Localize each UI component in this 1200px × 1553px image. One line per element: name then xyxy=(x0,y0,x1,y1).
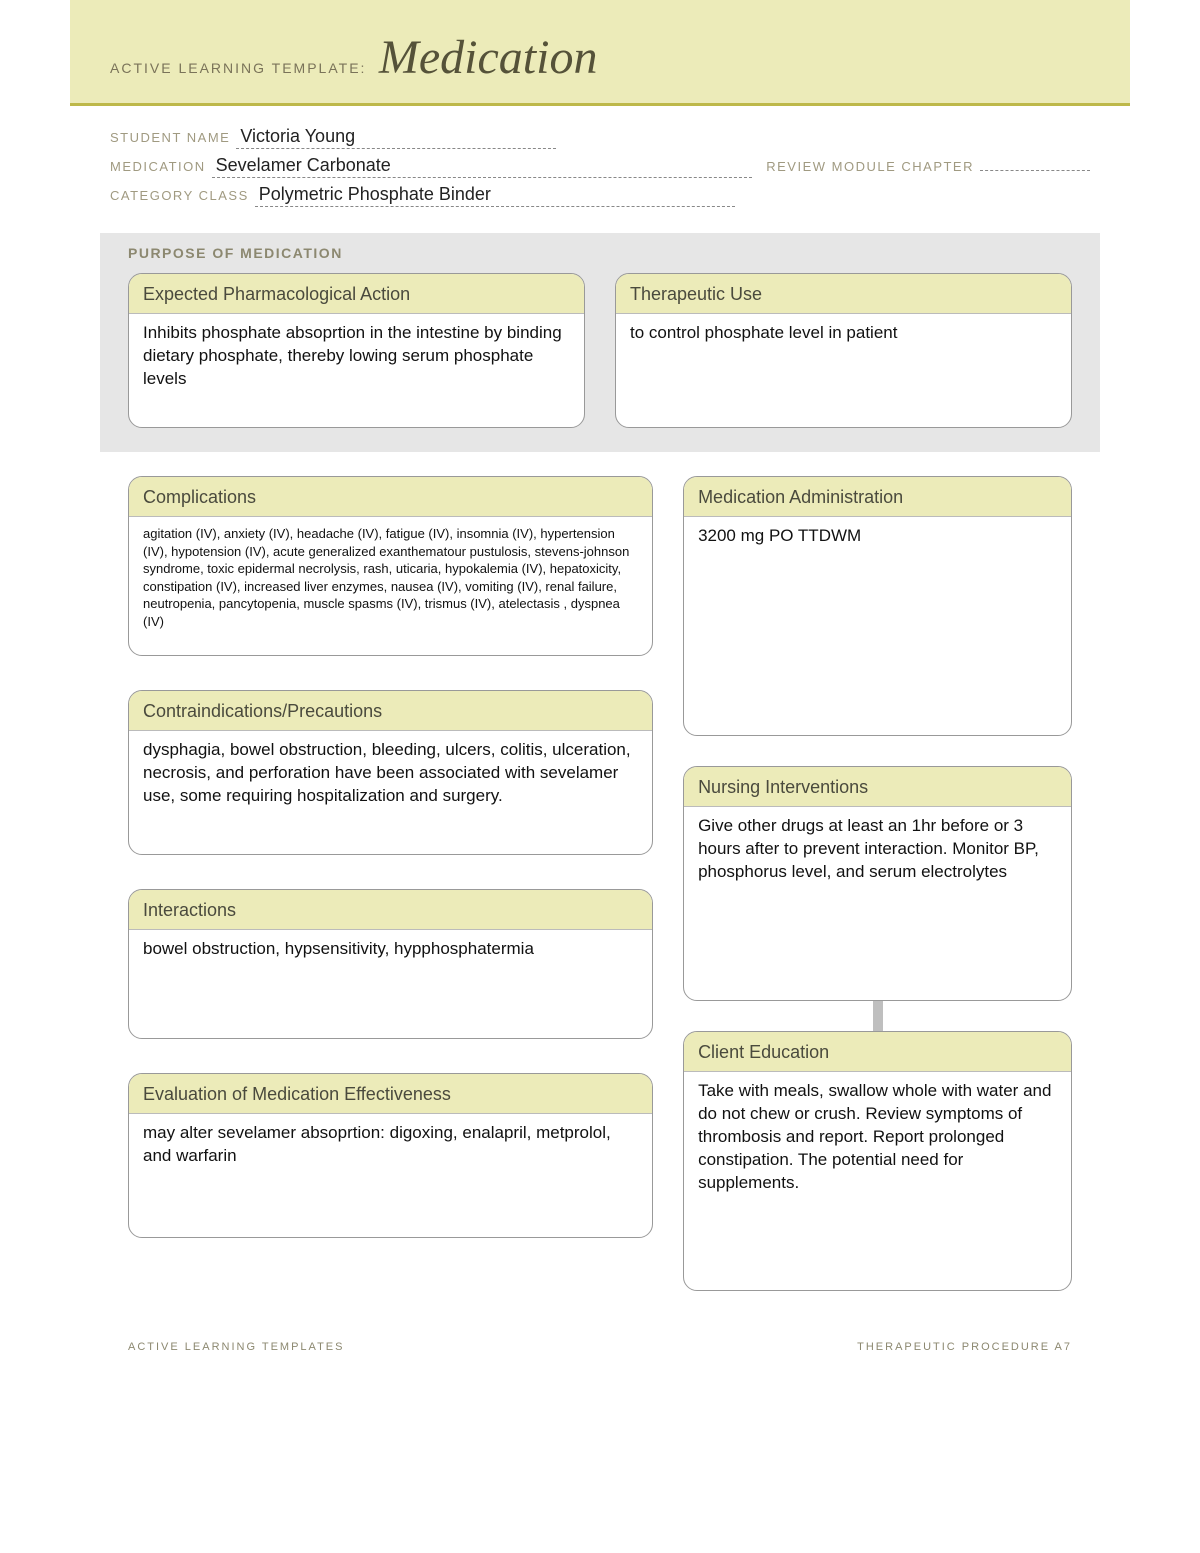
card-evaluation: Evaluation of Medication Effectiveness m… xyxy=(128,1073,653,1238)
footer-right: THERAPEUTIC PROCEDURE A7 xyxy=(857,1341,1072,1353)
medication-label: MEDICATION xyxy=(110,159,206,174)
footer-left: ACTIVE LEARNING TEMPLATES xyxy=(128,1341,344,1353)
header-banner: ACTIVE LEARNING TEMPLATE: Medication xyxy=(70,0,1130,106)
right-column: Medication Administration 3200 mg PO TTD… xyxy=(683,476,1072,1291)
client-education-body: Take with meals, swallow whole with wate… xyxy=(684,1072,1071,1209)
client-education-title: Client Education xyxy=(684,1032,1071,1072)
purpose-section-title: PURPOSE OF MEDICATION xyxy=(128,245,1072,261)
main-grid: Complications agitation (IV), anxiety (I… xyxy=(70,452,1130,1291)
contraindications-title: Contraindications/Precautions xyxy=(129,691,652,731)
evaluation-title: Evaluation of Medication Effectiveness xyxy=(129,1074,652,1114)
medication-value: Sevelamer Carbonate xyxy=(212,155,752,178)
page-container: ACTIVE LEARNING TEMPLATE: Medication STU… xyxy=(70,0,1130,1403)
card-client-education: Client Education Take with meals, swallo… xyxy=(683,1031,1072,1291)
card-expected-action: Expected Pharmacological Action Inhibits… xyxy=(128,273,585,428)
card-therapeutic-use: Therapeutic Use to control phosphate lev… xyxy=(615,273,1072,428)
review-value xyxy=(980,157,1090,171)
administration-title: Medication Administration xyxy=(684,477,1071,517)
interactions-title: Interactions xyxy=(129,890,652,930)
info-block: STUDENT NAME Victoria Young MEDICATION S… xyxy=(70,106,1130,233)
student-value: Victoria Young xyxy=(236,126,556,149)
evaluation-body: may alter sevelamer absoprtion: digoxing… xyxy=(129,1114,652,1182)
info-row-student: STUDENT NAME Victoria Young xyxy=(110,126,1090,149)
connector-line xyxy=(873,1001,883,1031)
card-interactions: Interactions bowel obstruction, hypsensi… xyxy=(128,889,653,1039)
purpose-two-col: Expected Pharmacological Action Inhibits… xyxy=(128,273,1072,428)
info-row-category: CATEGORY CLASS Polymetric Phosphate Bind… xyxy=(110,184,1090,207)
complications-title: Complications xyxy=(129,477,652,517)
category-label: CATEGORY CLASS xyxy=(110,188,249,203)
card-therapeutic-body: to control phosphate level in patient xyxy=(616,314,1071,359)
nursing-body: Give other drugs at least an 1hr before … xyxy=(684,807,1071,898)
info-row-medication: MEDICATION Sevelamer Carbonate REVIEW MO… xyxy=(110,155,1090,178)
header-title: Medication xyxy=(379,30,598,85)
contraindications-body: dysphagia, bowel obstruction, bleeding, … xyxy=(129,731,652,822)
nursing-title: Nursing Interventions xyxy=(684,767,1071,807)
card-administration: Medication Administration 3200 mg PO TTD… xyxy=(683,476,1072,736)
card-expected-title: Expected Pharmacological Action xyxy=(129,274,584,314)
card-nursing-interventions: Nursing Interventions Give other drugs a… xyxy=(683,766,1072,1001)
category-value: Polymetric Phosphate Binder xyxy=(255,184,735,207)
header-prefix: ACTIVE LEARNING TEMPLATE: xyxy=(110,60,366,76)
purpose-section: PURPOSE OF MEDICATION Expected Pharmacol… xyxy=(100,233,1100,452)
card-expected-body: Inhibits phosphate absoprtion in the int… xyxy=(129,314,584,405)
card-complications: Complications agitation (IV), anxiety (I… xyxy=(128,476,653,656)
complications-body: agitation (IV), anxiety (IV), headache (… xyxy=(129,517,652,644)
card-therapeutic-title: Therapeutic Use xyxy=(616,274,1071,314)
card-contraindications: Contraindications/Precautions dysphagia,… xyxy=(128,690,653,855)
review-wrap: REVIEW MODULE CHAPTER xyxy=(766,157,1090,174)
page-footer: ACTIVE LEARNING TEMPLATES THERAPEUTIC PR… xyxy=(70,1291,1130,1353)
student-label: STUDENT NAME xyxy=(110,130,230,145)
interactions-body: bowel obstruction, hypsensitivity, hypph… xyxy=(129,930,652,975)
administration-body: 3200 mg PO TTDWM xyxy=(684,517,1071,562)
review-label: REVIEW MODULE CHAPTER xyxy=(766,159,974,174)
left-column: Complications agitation (IV), anxiety (I… xyxy=(128,476,653,1291)
